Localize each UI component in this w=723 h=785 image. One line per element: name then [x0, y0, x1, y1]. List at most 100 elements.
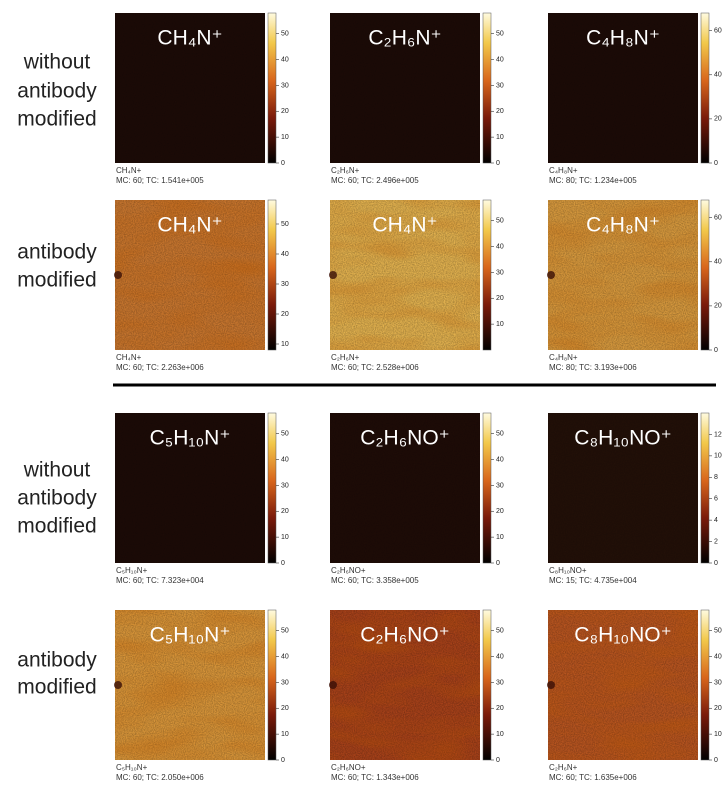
- row-label: antibody: [17, 80, 97, 103]
- colorbar-tick-label: 10: [714, 731, 722, 738]
- row-label: modified: [17, 269, 96, 292]
- colorbar-tick-label: 20: [496, 295, 504, 302]
- colorbar-tick-label: 0: [496, 560, 500, 567]
- ion-title: C₄H₈N⁺: [586, 27, 660, 50]
- ion-caption: C₅H₁₀N+: [116, 763, 148, 772]
- colorbar-tick-label: 40: [496, 456, 504, 463]
- colorbar-tick-label: 50: [281, 31, 289, 38]
- colorbar-tick-label: 10: [496, 134, 504, 141]
- colorbar-tick-label: 40: [714, 259, 722, 266]
- colorbar: [701, 200, 709, 350]
- colorbar-tick-label: 8: [714, 474, 718, 481]
- colorbar-tick-label: 20: [281, 108, 289, 115]
- row-label: modified: [17, 515, 96, 538]
- ion-stats: MC: 60; TC: 2.496e+005: [331, 176, 419, 185]
- colorbar-tick-label: 20: [281, 705, 289, 712]
- dark-spot: [547, 681, 555, 689]
- row-label: antibody: [17, 241, 97, 264]
- colorbar-tick-label: 0: [714, 160, 718, 167]
- colorbar-tick-label: 40: [281, 56, 289, 63]
- colorbar-tick-label: 20: [714, 705, 722, 712]
- colorbar-tick-label: 50: [281, 628, 289, 635]
- colorbar: [268, 13, 276, 163]
- ion-title: CH₄N⁺: [157, 27, 222, 50]
- colorbar-tick-label: 10: [281, 134, 289, 141]
- colorbar-tick-label: 40: [496, 243, 504, 250]
- colorbar-tick-label: 20: [281, 508, 289, 515]
- colorbar-tick-label: 60: [714, 214, 722, 221]
- dark-spot: [329, 681, 337, 689]
- colorbar-tick-label: 40: [281, 653, 289, 660]
- colorbar-tick-label: 30: [496, 679, 504, 686]
- colorbar: [483, 200, 491, 350]
- ion-stats: MC: 60; TC: 2.263e+006: [116, 363, 204, 372]
- colorbar-tick-label: 6: [714, 496, 718, 503]
- ion-title: C₂H₆NO⁺: [360, 427, 450, 450]
- colorbar-tick-label: 20: [281, 311, 289, 318]
- row-label: modified: [17, 676, 96, 699]
- dark-spot: [114, 271, 122, 279]
- colorbar-tick-label: 30: [496, 482, 504, 489]
- ion-title: C₈H₁₀NO⁺: [574, 427, 671, 450]
- row-label: without: [23, 51, 91, 74]
- colorbar-tick-label: 12: [714, 431, 722, 438]
- row-label: antibody: [17, 487, 97, 510]
- dark-spot: [114, 681, 122, 689]
- colorbar-tick-label: 50: [496, 431, 504, 438]
- row-label: modified: [17, 108, 96, 131]
- colorbar-tick-label: 0: [714, 560, 718, 567]
- ion-title: C₂H₆N⁺: [368, 27, 441, 50]
- colorbar-tick-label: 10: [281, 341, 289, 348]
- colorbar-tick-label: 30: [496, 82, 504, 89]
- ion-title: C₈H₁₀NO⁺: [574, 624, 671, 647]
- colorbar: [268, 413, 276, 563]
- colorbar: [701, 13, 709, 163]
- colorbar-tick-label: 40: [496, 56, 504, 63]
- colorbar-tick-label: 20: [714, 303, 722, 310]
- ion-stats: MC: 60; TC: 7.323e+004: [116, 576, 204, 585]
- ion-title: C₄H₈N⁺: [586, 214, 660, 237]
- colorbar: [483, 13, 491, 163]
- colorbar-tick-label: 50: [496, 628, 504, 635]
- colorbar-tick-label: 0: [496, 160, 500, 167]
- colorbar-tick-label: 2: [714, 538, 718, 545]
- colorbar-tick-label: 40: [714, 653, 722, 660]
- colorbar-tick-label: 40: [281, 251, 289, 258]
- colorbar: [483, 413, 491, 563]
- ion-stats: MC: 60; TC: 1.635e+006: [549, 773, 637, 782]
- colorbar-tick-label: 30: [281, 679, 289, 686]
- row-label: without: [23, 459, 91, 482]
- ion-caption: C₄H₈N+: [549, 166, 578, 175]
- colorbar-tick-label: 0: [714, 347, 718, 354]
- dark-spot: [547, 271, 555, 279]
- figure: without antibody modified antibody modified w…: [0, 0, 723, 785]
- ion-caption: C₄H₈N+: [549, 353, 578, 362]
- ion-stats: MC: 80; TC: 3.193e+006: [549, 363, 637, 372]
- colorbar-tick-label: 10: [496, 321, 504, 328]
- ion-title: C₅H₁₀N⁺: [150, 624, 231, 647]
- ion-caption: C₂H₆N+: [331, 353, 360, 362]
- colorbar-tick-label: 0: [281, 560, 285, 567]
- row-label: antibody: [17, 649, 97, 672]
- colorbar-tick-label: 50: [281, 221, 289, 228]
- colorbar-tick-label: 20: [496, 705, 504, 712]
- ion-caption: C₂H₆NO+: [331, 763, 366, 772]
- ion-title: CH₄N⁺: [372, 214, 437, 237]
- colorbar-tick-label: 40: [496, 653, 504, 660]
- ion-stats: MC: 80; TC: 1.234e+005: [549, 176, 637, 185]
- colorbar-tick-label: 10: [714, 453, 722, 460]
- ion-stats: MC: 60; TC: 1.541e+005: [116, 176, 204, 185]
- colorbar-tick-label: 20: [496, 108, 504, 115]
- colorbar-tick-label: 10: [281, 534, 289, 541]
- colorbar-tick-label: 40: [714, 72, 722, 79]
- colorbar-tick-label: 30: [281, 281, 289, 288]
- colorbar-tick-label: 20: [496, 508, 504, 515]
- ion-caption: C₅H₁₀N+: [116, 566, 148, 575]
- colorbar: [268, 200, 276, 350]
- colorbar-tick-label: 0: [281, 757, 285, 764]
- ion-stats: MC: 60; TC: 2.528e+006: [331, 363, 419, 372]
- ion-caption: C₂H₆N+: [549, 763, 578, 772]
- colorbar-tick-label: 10: [496, 731, 504, 738]
- ion-caption: CH₄N+: [116, 166, 142, 175]
- colorbar: [701, 610, 709, 760]
